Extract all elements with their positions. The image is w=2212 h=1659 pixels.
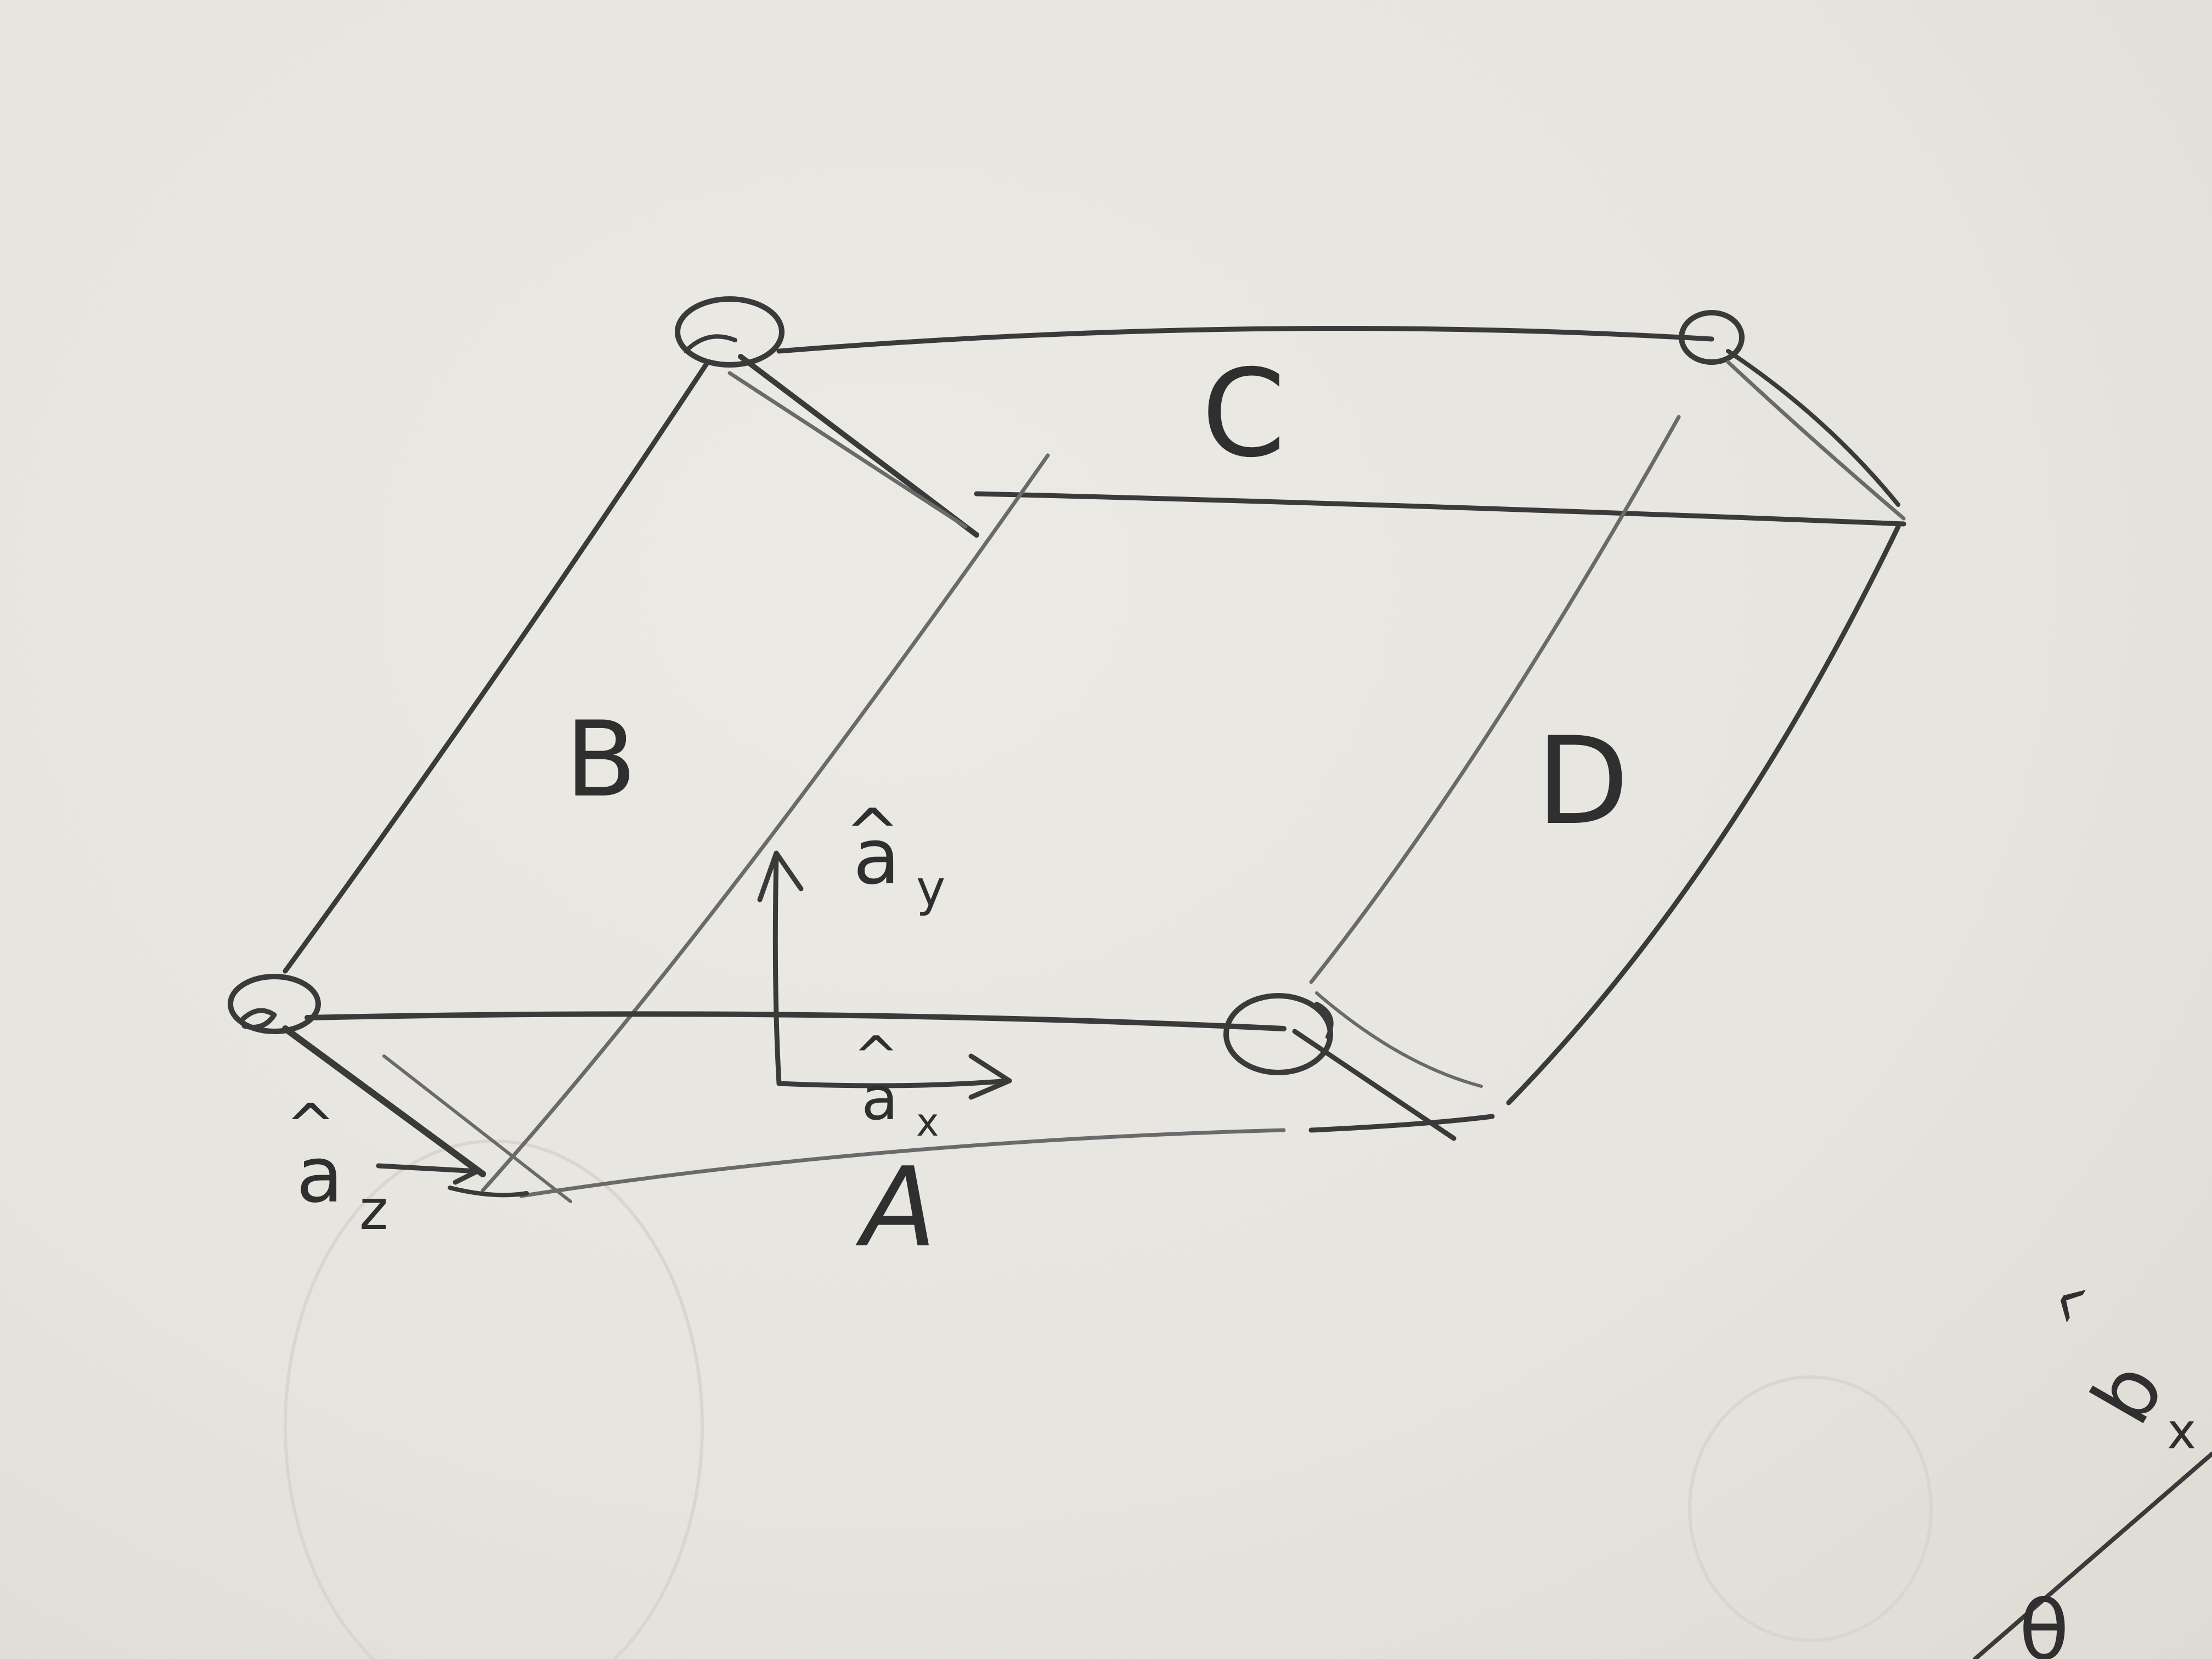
face-label-c: C: [1201, 343, 1286, 484]
svg-text:a: a: [861, 1063, 898, 1133]
coordinate-axes: [757, 850, 1012, 1100]
erased-mark: [284, 1139, 704, 1659]
unit-vector-a-y: ^ a y: [845, 795, 945, 917]
unit-vector-b-x: ^ b x: [2039, 1270, 2197, 1460]
svg-text:a: a: [296, 1131, 343, 1220]
svg-text:x: x: [916, 1100, 939, 1145]
svg-text:y: y: [916, 860, 945, 917]
face-label-d: D: [1536, 711, 1629, 851]
face-label-a: A: [855, 1144, 936, 1272]
svg-text:^: ^: [845, 795, 900, 872]
pin-bottom-right: [1223, 993, 1334, 1075]
svg-text:x: x: [2167, 1403, 2196, 1460]
svg-text:^: ^: [2039, 1270, 2125, 1349]
face-label-b: B: [565, 699, 636, 820]
bottom-face-outline: [282, 1011, 1495, 1203]
unit-vector-a-x: ^ a x: [853, 1024, 939, 1145]
face-b-outline: [283, 359, 1050, 1193]
partial-theta: θ: [2019, 1583, 2069, 1659]
top-face-outline: [727, 325, 1906, 538]
svg-text:^: ^: [853, 1024, 899, 1088]
pin-top-left: [675, 296, 785, 368]
svg-text:a: a: [853, 812, 900, 902]
pin-left: [228, 974, 321, 1034]
partial-edge-bottom-right: θ: [1973, 1452, 2212, 1659]
erased-mark: [1688, 1375, 1933, 1642]
svg-text:^: ^: [285, 1091, 336, 1161]
unit-vector-a-z: ^ a z: [285, 1091, 480, 1242]
face-d-outline: [1309, 415, 1901, 1105]
svg-text:z: z: [359, 1178, 388, 1242]
svg-text:b: b: [2074, 1347, 2182, 1440]
